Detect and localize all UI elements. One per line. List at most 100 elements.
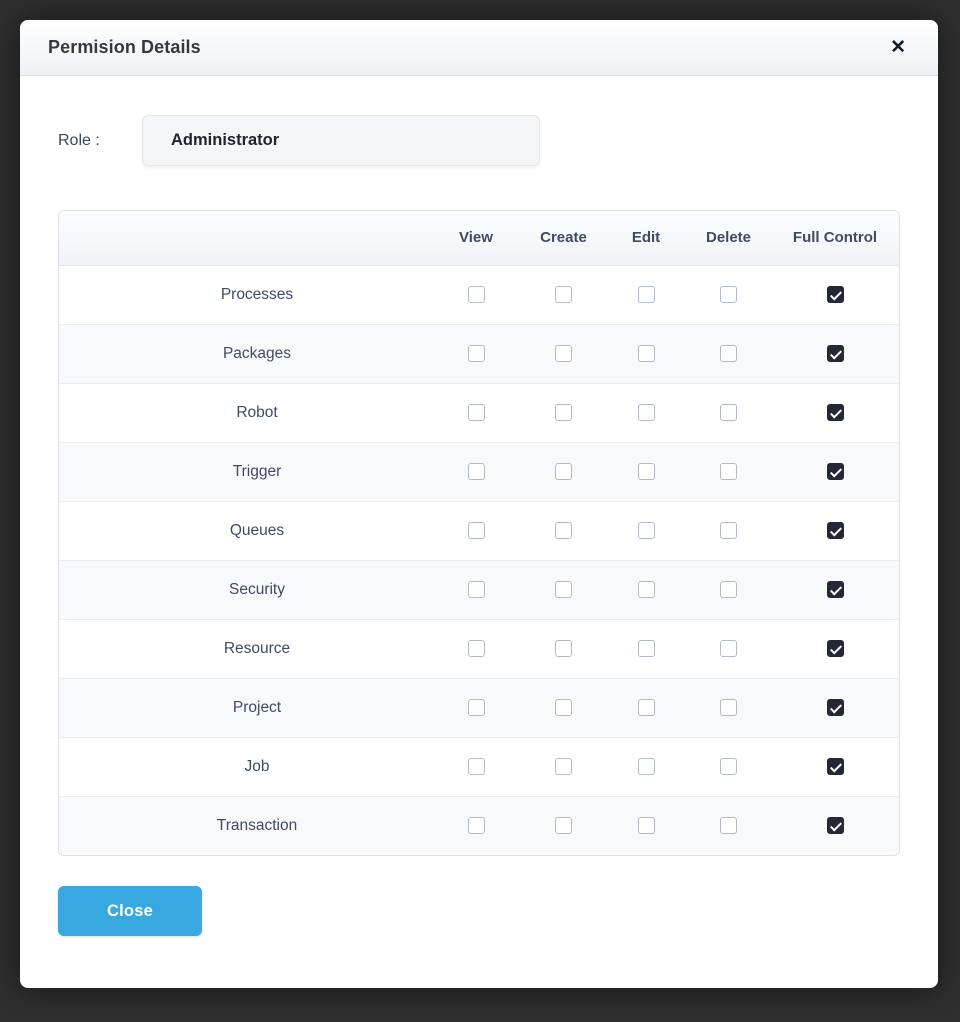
row-label: Project bbox=[59, 677, 431, 737]
checkbox-job-edit[interactable] bbox=[637, 757, 655, 775]
checkbox-project-edit[interactable] bbox=[637, 698, 655, 716]
checkbox-packages-edit[interactable] bbox=[637, 344, 655, 362]
dialog-title: Permision Details bbox=[48, 37, 201, 57]
cell-robot-edit bbox=[606, 382, 686, 442]
role-row: Role : Administrator bbox=[58, 115, 900, 166]
checkbox-resource-full-control[interactable] bbox=[826, 639, 844, 657]
checkbox-project-delete[interactable] bbox=[720, 698, 737, 716]
checkbox-queues-edit[interactable] bbox=[637, 521, 655, 539]
checkbox-packages-view[interactable] bbox=[467, 344, 485, 362]
cell-robot-create bbox=[521, 382, 606, 442]
cell-packages-create bbox=[521, 323, 606, 383]
cell-resource-delete bbox=[686, 618, 771, 678]
checkbox-robot-view[interactable] bbox=[467, 403, 485, 421]
checkbox-trigger-delete[interactable] bbox=[720, 462, 737, 480]
checkbox-transaction-view[interactable] bbox=[467, 817, 485, 835]
table-row-security: Security bbox=[59, 559, 899, 619]
cell-security-edit bbox=[606, 559, 686, 619]
cell-packages-view bbox=[431, 323, 521, 383]
cell-transaction-full-control bbox=[771, 795, 899, 855]
row-label: Queues bbox=[59, 500, 431, 560]
permission-details-dialog: Permision Details ✕ Role : Administrator… bbox=[20, 20, 938, 988]
cell-project-create bbox=[521, 677, 606, 737]
cell-transaction-delete bbox=[686, 795, 771, 855]
close-icon[interactable]: ✕ bbox=[884, 34, 912, 61]
cell-project-full-control bbox=[771, 677, 899, 737]
checkbox-transaction-delete[interactable] bbox=[720, 817, 737, 835]
cell-trigger-view bbox=[431, 441, 521, 501]
checkbox-processes-full-control[interactable] bbox=[826, 285, 844, 303]
checkbox-project-create[interactable] bbox=[555, 698, 572, 716]
checkbox-robot-full-control[interactable] bbox=[826, 403, 844, 421]
checkbox-security-create[interactable] bbox=[555, 580, 572, 598]
column-header-view: View bbox=[431, 211, 521, 266]
role-value: Administrator bbox=[171, 131, 280, 149]
checkbox-transaction-full-control[interactable] bbox=[826, 817, 844, 835]
checkbox-processes-create[interactable] bbox=[555, 285, 572, 303]
row-label: Resource bbox=[59, 618, 431, 678]
checkbox-job-full-control[interactable] bbox=[826, 757, 844, 775]
checkbox-security-edit[interactable] bbox=[637, 580, 655, 598]
cell-job-create bbox=[521, 736, 606, 796]
cell-job-view bbox=[431, 736, 521, 796]
checkbox-robot-create[interactable] bbox=[555, 403, 572, 421]
checkbox-queues-delete[interactable] bbox=[720, 521, 737, 539]
cell-trigger-edit bbox=[606, 441, 686, 501]
cell-security-full-control bbox=[771, 559, 899, 619]
checkbox-queues-full-control[interactable] bbox=[826, 521, 844, 539]
checkbox-queues-view[interactable] bbox=[467, 521, 485, 539]
checkbox-robot-delete[interactable] bbox=[720, 403, 737, 421]
role-field[interactable]: Administrator bbox=[142, 115, 540, 166]
checkbox-resource-view[interactable] bbox=[467, 639, 485, 657]
checkbox-job-create[interactable] bbox=[555, 757, 572, 775]
cell-resource-full-control bbox=[771, 618, 899, 678]
checkbox-resource-edit[interactable] bbox=[637, 639, 655, 657]
checkbox-trigger-view[interactable] bbox=[467, 462, 485, 480]
checkbox-transaction-create[interactable] bbox=[555, 817, 572, 835]
cell-transaction-create bbox=[521, 795, 606, 855]
checkbox-trigger-create[interactable] bbox=[555, 462, 572, 480]
cell-security-view bbox=[431, 559, 521, 619]
checkbox-trigger-edit[interactable] bbox=[637, 462, 655, 480]
checkbox-packages-delete[interactable] bbox=[720, 344, 737, 362]
checkbox-security-view[interactable] bbox=[467, 580, 485, 598]
row-label: Trigger bbox=[59, 441, 431, 501]
checkbox-security-delete[interactable] bbox=[720, 580, 737, 598]
cell-job-full-control bbox=[771, 736, 899, 796]
table-row-packages: Packages bbox=[59, 323, 899, 383]
column-header-empty bbox=[59, 211, 431, 266]
checkbox-trigger-full-control[interactable] bbox=[826, 462, 844, 480]
checkbox-resource-delete[interactable] bbox=[720, 639, 737, 657]
close-button[interactable]: Close bbox=[58, 886, 202, 936]
checkbox-project-full-control[interactable] bbox=[826, 698, 844, 716]
table-row-project: Project bbox=[59, 677, 899, 737]
cell-resource-create bbox=[521, 618, 606, 678]
checkbox-packages-create[interactable] bbox=[555, 344, 572, 362]
cell-queues-full-control bbox=[771, 500, 899, 560]
checkbox-robot-edit[interactable] bbox=[637, 403, 655, 421]
cell-resource-edit bbox=[606, 618, 686, 678]
role-label: Role : bbox=[58, 131, 100, 149]
cell-queues-delete bbox=[686, 500, 771, 560]
checkbox-job-delete[interactable] bbox=[720, 757, 737, 775]
cell-processes-delete bbox=[686, 265, 771, 324]
cell-queues-view bbox=[431, 500, 521, 560]
checkbox-processes-view[interactable] bbox=[467, 285, 485, 303]
checkbox-packages-full-control[interactable] bbox=[826, 344, 844, 362]
checkbox-processes-edit[interactable] bbox=[637, 285, 655, 303]
column-header-create: Create bbox=[521, 211, 606, 266]
cell-robot-view bbox=[431, 382, 521, 442]
checkbox-queues-create[interactable] bbox=[555, 521, 572, 539]
table-row-queues: Queues bbox=[59, 500, 899, 560]
column-header-full-control: Full Control bbox=[771, 211, 899, 266]
cell-resource-view bbox=[431, 618, 521, 678]
checkbox-project-view[interactable] bbox=[467, 698, 485, 716]
checkbox-transaction-edit[interactable] bbox=[637, 817, 655, 835]
cell-trigger-full-control bbox=[771, 441, 899, 501]
checkbox-resource-create[interactable] bbox=[555, 639, 572, 657]
checkbox-job-view[interactable] bbox=[467, 757, 485, 775]
permissions-table: View Create Edit Delete Full Control Process… bbox=[59, 211, 899, 855]
checkbox-processes-delete[interactable] bbox=[720, 285, 737, 303]
checkbox-security-full-control[interactable] bbox=[826, 580, 844, 598]
cell-trigger-create bbox=[521, 441, 606, 501]
